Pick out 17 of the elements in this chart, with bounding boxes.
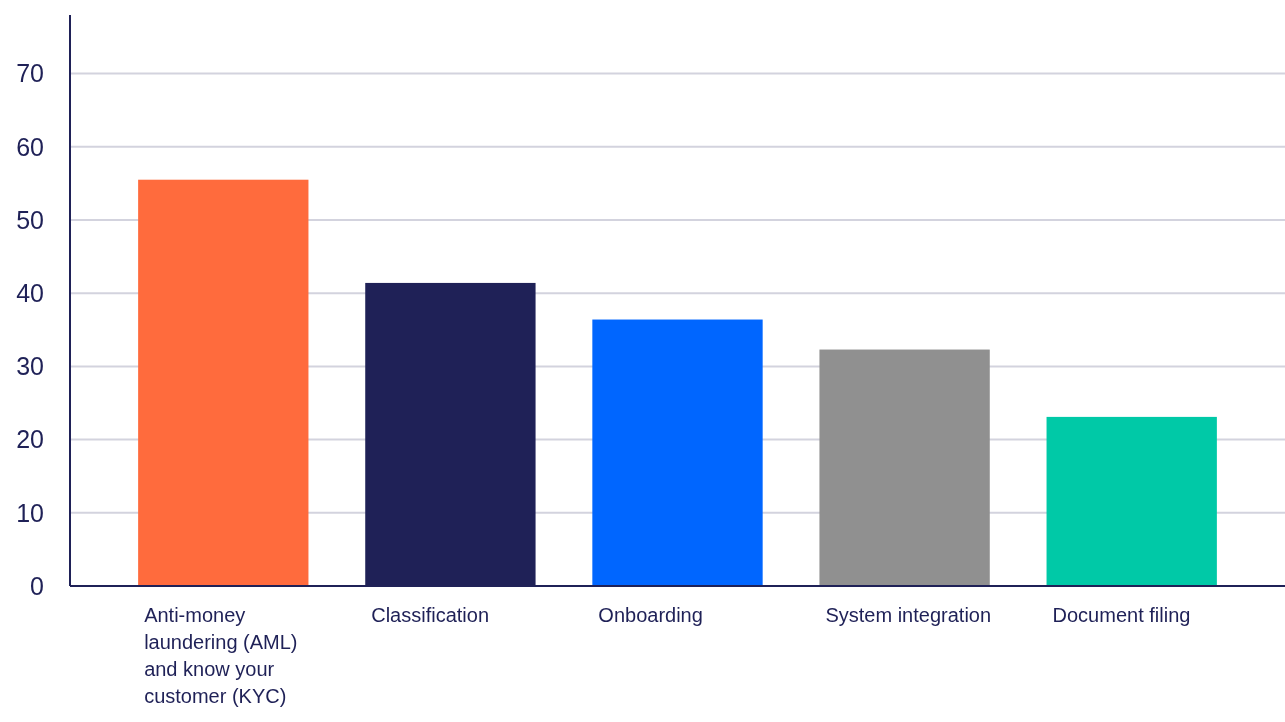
x-tick-label: Anti-money laundering (AML) and know your customer (KYC) [144,604,298,707]
y-tick-label: 40 [16,278,44,307]
y-tick-label: 50 [16,205,44,234]
bar [819,349,990,586]
y-tick-label: 30 [16,352,44,381]
x-tick-label: Onboarding [598,604,703,626]
bar [138,179,309,586]
x-tick-label: Document filing [1052,604,1191,626]
y-tick-label: 20 [16,425,44,454]
y-tick-label: 0 [30,571,44,600]
x-tick-label: System integration [825,604,992,626]
y-tick-label: 60 [16,132,44,161]
y-tick-label: 10 [16,498,44,527]
x-tick-label: Classification [371,604,490,626]
bar [592,319,763,586]
y-tick-label: 70 [16,59,44,88]
bar [1046,416,1217,586]
